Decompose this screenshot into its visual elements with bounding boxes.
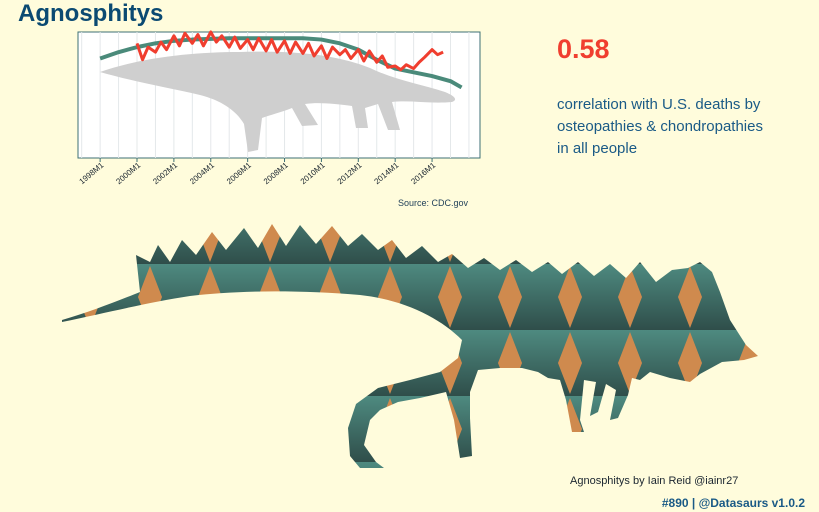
dino-silhouette bbox=[100, 51, 456, 152]
series-line-red bbox=[135, 30, 444, 72]
footer-label: #890 | @Datasaurs v1.0.2 bbox=[661, 496, 805, 510]
correlation-line-1: correlation with U.S. deaths by bbox=[557, 96, 761, 113]
correlation-value: 0.58 bbox=[557, 34, 610, 64]
chart-figure: 1998M1 2000M1 2002M1 2004M1 2006M1 2008M1 2010… bbox=[77, 30, 481, 186]
source-label: Source: CDC.gov bbox=[398, 198, 469, 208]
dino-body bbox=[62, 224, 758, 468]
illustration-credit: Agnosphitys by Iain Reid @iainr27 bbox=[570, 475, 739, 487]
correlation-line-2: osteopathies & chondropathies bbox=[557, 118, 763, 135]
correlation-line-3: in all people bbox=[557, 140, 638, 157]
chart-title: Agnosphitys bbox=[18, 0, 164, 27]
